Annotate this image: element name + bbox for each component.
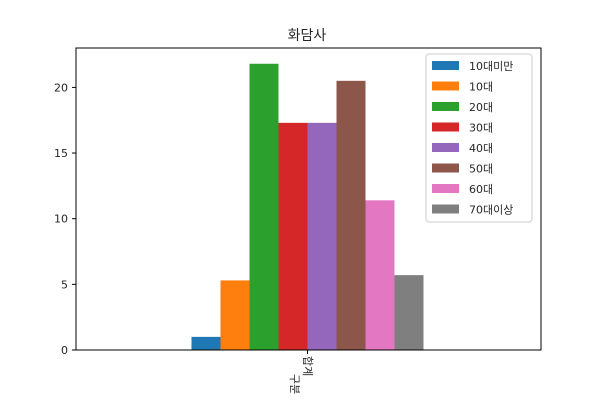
y-tick-label: 20 [54,81,68,94]
legend-swatch [432,163,459,173]
x-tick-label-hapgye: 합계 [301,356,314,376]
bar-7 [365,200,395,350]
legend-swatch [432,102,459,111]
legend-label: 30대 [469,122,493,135]
bar-5 [307,122,337,350]
legend-label: 10대미만 [469,60,513,73]
y-tick-label: 15 [54,147,68,160]
x-group-label: 구분 [288,374,301,394]
x-axis: 합계 구분 [288,350,314,394]
plot-frame [75,47,542,351]
bar-8 [394,275,424,350]
chart-title: 화담사 [288,28,327,44]
bar-1 [191,336,221,350]
y-tick-label: 5 [61,278,68,291]
legend-swatch [432,61,459,70]
legend-label: 10대 [469,81,493,94]
legend-swatch [432,143,459,152]
legend-swatch [432,122,459,132]
bar-4 [278,122,308,350]
legend-label: 20대 [469,101,493,114]
legend-frame [425,53,533,223]
legend-swatch [432,204,459,214]
legend: 10대미만 10대 20대 30대 40대 50대 60대 70대이상 [425,53,533,223]
bars-group [191,63,424,351]
legend-label: 40대 [469,142,493,155]
legend-label: 50대 [469,163,493,176]
y-tick-label: 0 [61,344,68,357]
legend-label: 60대 [469,183,493,196]
bar-6 [336,80,366,351]
y-tick-label: 10 [54,213,68,226]
legend-label: 70대이상 [469,204,513,217]
legend-swatch [432,81,459,91]
legend-swatch [432,184,459,193]
bar-3 [249,63,279,350]
bar-2 [220,280,250,350]
y-axis: 0 5 10 15 20 [54,81,76,357]
